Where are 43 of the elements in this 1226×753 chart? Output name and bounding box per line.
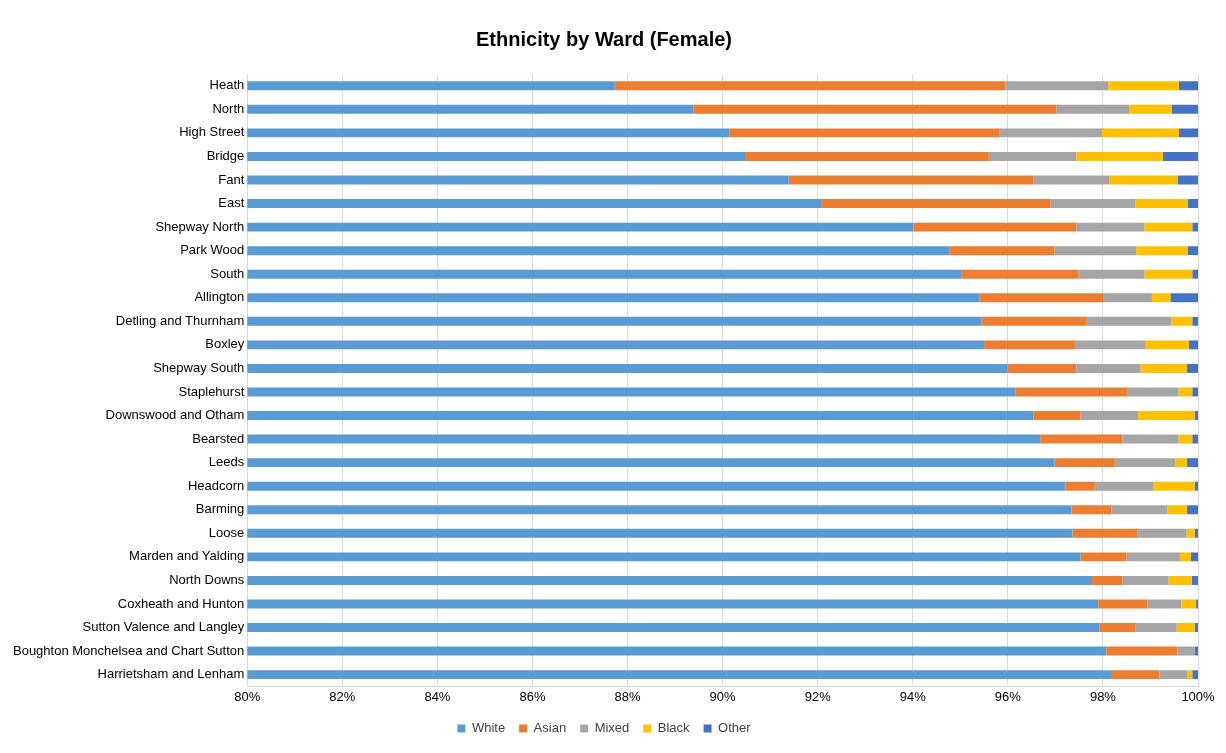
y-tick-label: North — [212, 100, 245, 116]
y-tick-label: Heath — [209, 77, 245, 93]
x-tick-label: 96% — [994, 688, 1022, 704]
y-tick-label: Fant — [218, 171, 245, 187]
y-tick-label: Harrietsham and Lenham — [97, 666, 245, 682]
y-tick-label: Barming — [195, 501, 245, 517]
x-tick-label: 82% — [329, 688, 356, 704]
legend-label: Asian — [533, 720, 567, 736]
y-tick-label: Shepway North — [155, 218, 245, 234]
y-tick-label: Detling and Thurnham — [115, 312, 245, 328]
legend-label: Black — [657, 720, 691, 736]
legend-label: Mixed — [594, 720, 630, 736]
y-tick-label: Shepway South — [153, 360, 245, 375]
y-tick-label: Bearsted — [192, 430, 245, 446]
y-tick-label: North Downs — [169, 571, 245, 587]
y-tick-label: Boughton Monchelsea and Chart Sutton — [12, 642, 245, 658]
legend-label: White — [471, 720, 506, 736]
x-tick-label: 98% — [1089, 688, 1117, 704]
y-tick-label: Loose — [208, 524, 245, 540]
x-tick-label: 90% — [709, 688, 737, 704]
y-tick-label: Coxheath and Hunton — [117, 595, 245, 611]
y-tick-label: Sutton Valence and Langley — [82, 619, 245, 635]
x-tick-label: 100% — [1181, 688, 1216, 704]
y-tick-label: Boxley — [205, 336, 245, 352]
y-tick-label: Headcorn — [187, 477, 245, 493]
y-tick-label: South — [210, 265, 245, 281]
x-tick-label: 84% — [424, 688, 451, 704]
y-tick-label: East — [218, 195, 245, 211]
y-tick-label: Staplehurst — [178, 383, 245, 399]
x-tick-label: 94% — [899, 688, 927, 704]
x-tick-label: 80% — [234, 688, 261, 704]
legend-label: Other — [718, 720, 752, 736]
x-tick-label: 86% — [519, 688, 546, 704]
y-tick-label: Bridge — [206, 148, 245, 164]
chart-title: Ethnicity by Ward (Female) — [476, 27, 732, 50]
y-tick-label: Leeds — [208, 454, 245, 470]
x-tick-label: 88% — [614, 688, 642, 704]
y-tick-label: Allington — [194, 289, 245, 305]
y-tick-label: High Street — [179, 124, 245, 140]
x-tick-label: 92% — [804, 688, 832, 704]
y-tick-label: Downswood and Otham — [105, 407, 245, 423]
y-tick-label: Marden and Yalding — [129, 548, 245, 564]
y-tick-label: Park Wood — [180, 242, 245, 258]
